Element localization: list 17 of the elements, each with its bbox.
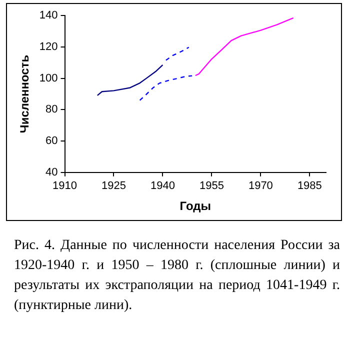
x-tick-label: 1985 — [297, 180, 322, 192]
line-series — [165, 46, 190, 61]
x-tick-label: 1955 — [199, 180, 224, 192]
x-tick-label: 1925 — [101, 180, 126, 192]
y-tick-label: 120 — [39, 40, 58, 53]
y-tick-label: 140 — [39, 10, 58, 22]
y-tick-label: 100 — [39, 72, 58, 84]
y-tick-label: 80 — [46, 104, 58, 116]
x-axis-title: Годы — [180, 199, 211, 214]
line-series — [139, 75, 193, 101]
y-axis-title: Численность — [18, 54, 32, 134]
y-tick-label: 40 — [46, 166, 58, 178]
x-tick-label: 1910 — [52, 180, 77, 192]
x-tick-label: 1940 — [150, 180, 175, 192]
y-tick-label: 60 — [46, 135, 58, 148]
text: Рис. 4. Данные по численности населения России за 1920-1940 г. и 1950 – 1980 г. (сплошные линии) и результаты их экстраполяции на период 1041-1949 г. (пунктирные лини). — [14, 237, 340, 315]
x-tick-label: 1970 — [248, 180, 273, 192]
